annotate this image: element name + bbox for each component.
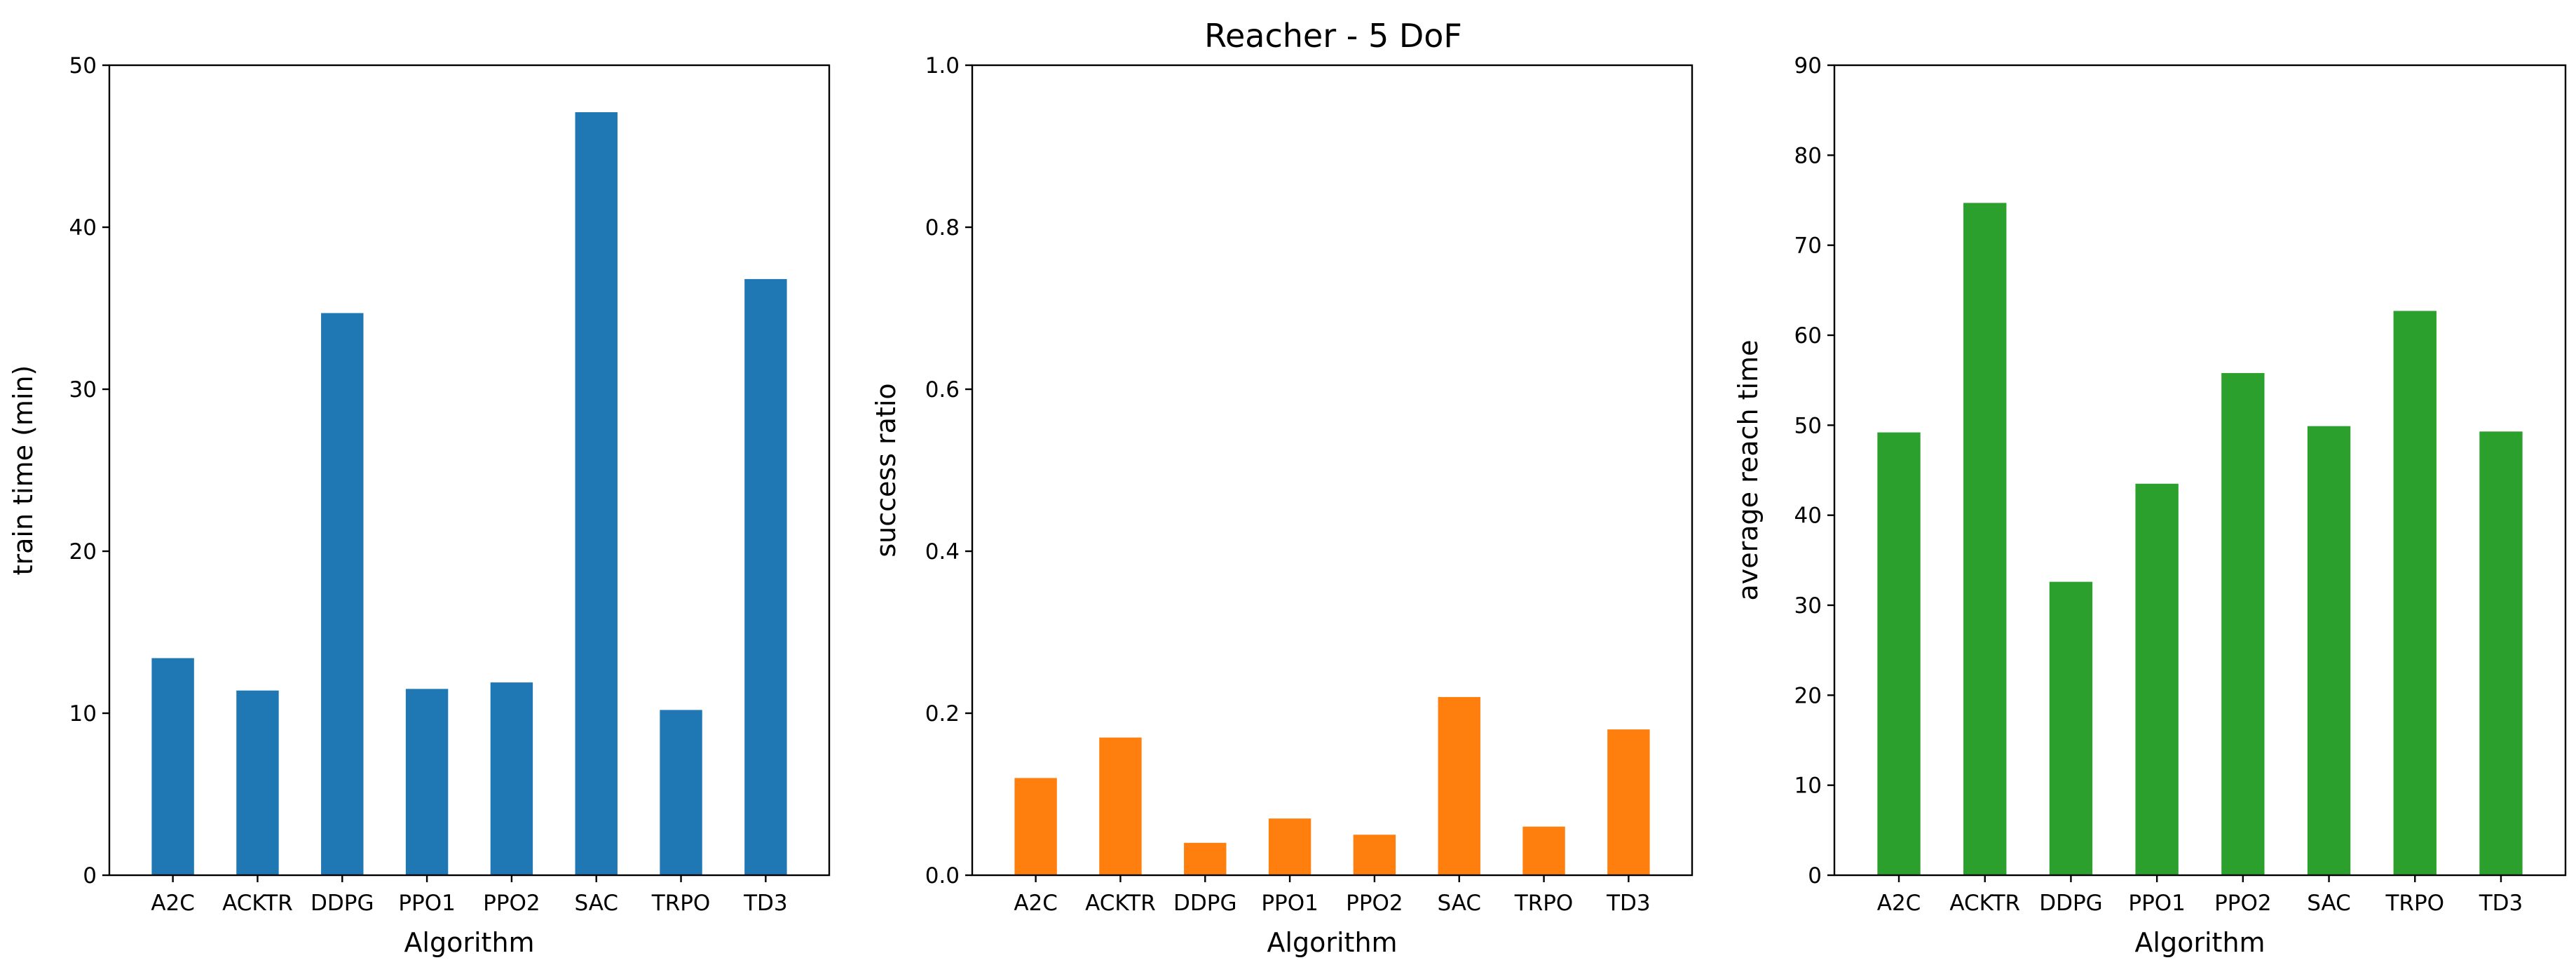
bar-train-time-trpo <box>660 710 702 875</box>
y-axis-label: train time (min) <box>8 365 39 576</box>
x-tick-label: TD3 <box>2479 891 2523 916</box>
bar-train-time-ppo2 <box>490 682 533 875</box>
plot-frame <box>108 64 831 877</box>
x-tick-label: ACKTR <box>1949 891 2020 916</box>
y-tick-label: 60 <box>1794 323 1822 349</box>
y-tick-label: 10 <box>69 701 97 727</box>
bar-success-ratio-trpo <box>1522 826 1565 875</box>
bar-average-reach-time-trpo <box>2393 311 2437 876</box>
panel-train-time: 0 10 20 30 40 50 A2C ACKTR DDPG PPO1 PPO2 SAC TRPO TD… <box>8 53 831 958</box>
y-tick-label: 90 <box>1794 53 1822 79</box>
x-tick-label: PPO2 <box>1346 891 1403 916</box>
y-tick-label: 0.6 <box>925 377 960 403</box>
bar-train-time-ddpg <box>321 313 364 875</box>
y-tick-label: 70 <box>1794 234 1822 259</box>
panel-average-reach-time: 0 10 20 30 40 50 60 70 80 90 A2C ACKTR DDPG PPO1 PPO2 S… <box>1733 53 2567 958</box>
y-axis-label: success ratio <box>871 383 901 557</box>
bar-train-time-ppo1 <box>405 689 449 875</box>
y-tick-label: 20 <box>1794 683 1822 708</box>
bar-success-ratio-acktr <box>1099 737 1142 875</box>
y-tick-label: 0.8 <box>925 215 960 241</box>
x-tick-label: A2C <box>1877 891 1921 916</box>
bar-success-ratio-sac <box>1438 696 1480 875</box>
plot-frame <box>971 64 1694 877</box>
y-tick-label: 1.0 <box>925 53 960 79</box>
bar-average-reach-time-td3 <box>2479 431 2523 875</box>
bar-success-ratio-a2c <box>1014 778 1057 875</box>
bar-success-ratio-ppo1 <box>1268 818 1311 875</box>
bar-train-time-td3 <box>744 278 787 875</box>
y-tick-label: 20 <box>69 539 97 565</box>
x-tick-label: DDPG <box>1173 891 1236 916</box>
x-tick-label: PPO1 <box>398 891 456 916</box>
x-axis-label: Algorithm <box>1267 927 1397 958</box>
x-tick-label: TRPO <box>2385 891 2444 916</box>
bar-success-ratio-ddpg <box>1184 842 1227 875</box>
y-tick-label: 40 <box>1794 504 1822 529</box>
x-tick-label: ACKTR <box>222 891 293 916</box>
x-tick-label: PPO2 <box>483 891 540 916</box>
y-tick-label: 0.2 <box>925 701 960 727</box>
x-tick-label: TRPO <box>651 891 711 916</box>
x-tick-label: TD3 <box>1606 891 1651 916</box>
x-tick-label: SAC <box>1437 891 1481 916</box>
bar-train-time-a2c <box>151 658 194 875</box>
x-tick-label: TD3 <box>743 891 788 916</box>
x-tick-label: PPO1 <box>2128 891 2186 916</box>
bar-train-time-acktr <box>236 690 279 875</box>
bar-average-reach-time-ppo1 <box>2135 483 2179 875</box>
x-tick-label: A2C <box>1014 891 1058 916</box>
plot-frame <box>1833 64 2567 877</box>
x-tick-label: PPO2 <box>2214 891 2272 916</box>
y-tick-label: 0.0 <box>925 863 960 889</box>
y-axis-label: average reach time <box>1733 339 1764 600</box>
y-tick-label: 10 <box>1794 774 1822 799</box>
bar-average-reach-time-ddpg <box>2049 581 2093 875</box>
x-tick-label: SAC <box>2307 891 2351 916</box>
panel-success-ratio: 0.0 0.2 0.4 0.6 0.8 1.0 A2C ACKTR DDPG PPO1 PPO2 SA… <box>871 53 1694 958</box>
y-tick-label: 30 <box>1794 593 1822 619</box>
bar-train-time-sac <box>575 112 618 876</box>
y-tick-label: 0 <box>1808 863 1822 889</box>
bar-average-reach-time-a2c <box>1877 432 1921 875</box>
x-tick-label: SAC <box>574 891 618 916</box>
bar-success-ratio-td3 <box>1607 729 1650 875</box>
bar-average-reach-time-ppo2 <box>2221 372 2265 875</box>
x-axis-label: Algorithm <box>2134 927 2265 958</box>
y-tick-label: 50 <box>69 53 97 79</box>
x-tick-label: ACKTR <box>1085 891 1156 916</box>
x-tick-label: TRPO <box>1514 891 1574 916</box>
x-tick-label: A2C <box>151 891 195 916</box>
x-tick-label: DDPG <box>311 891 374 916</box>
x-axis-label: Algorithm <box>404 927 534 958</box>
figure-title: Reacher - 5 DoF <box>1204 17 1462 55</box>
bar-success-ratio-ppo2 <box>1353 835 1396 875</box>
bar-average-reach-time-sac <box>2307 426 2351 875</box>
y-tick-label: 30 <box>69 377 97 403</box>
x-tick-label: DDPG <box>2039 891 2102 916</box>
y-tick-label: 50 <box>1794 413 1822 438</box>
bar-average-reach-time-acktr <box>1963 203 2007 876</box>
y-tick-label: 0.4 <box>925 539 960 565</box>
y-tick-label: 40 <box>69 215 97 241</box>
x-tick-label: PPO1 <box>1261 891 1318 916</box>
y-tick-label: 80 <box>1794 143 1822 168</box>
y-tick-label: 0 <box>83 863 97 889</box>
